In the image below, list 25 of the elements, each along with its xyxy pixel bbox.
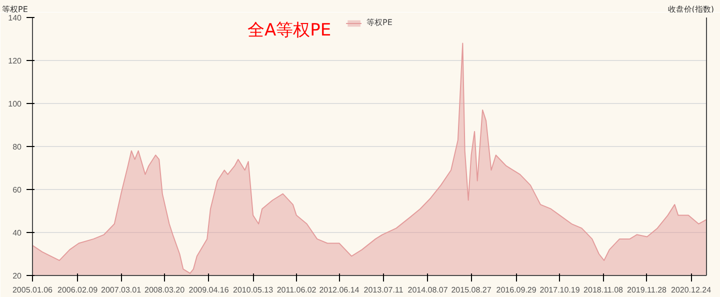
y-tick-label: 20 bbox=[12, 272, 22, 280]
legend-label: 等权PE bbox=[366, 17, 392, 28]
x-tick-label: 2006.02.09 bbox=[58, 286, 98, 294]
x-tick-label: 2013.07.11 bbox=[364, 286, 404, 294]
x-tick-label: 2010.05.13 bbox=[233, 286, 274, 294]
x-tick-label: 2015.08.27 bbox=[451, 286, 492, 294]
x-tick-label: 2020.12.24 bbox=[671, 286, 712, 294]
x-tick-label: 2012.06.14 bbox=[319, 286, 360, 294]
x-tick-label: 2014.08.07 bbox=[408, 286, 448, 294]
x-tick-label: 2018.11.08 bbox=[584, 286, 624, 294]
x-tick-label: 2007.03.01 bbox=[101, 286, 142, 294]
y-tick-label: 80 bbox=[12, 142, 22, 152]
y-tick-label: 140 bbox=[8, 14, 22, 22]
chart-title: 全A等权PE bbox=[248, 20, 332, 40]
x-tick-label: 2008.03.20 bbox=[144, 286, 186, 294]
x-tick-label: 2019.11.28 bbox=[627, 286, 668, 294]
x-tick-label: 2005.01.06 bbox=[12, 286, 54, 294]
y-tick-label: 100 bbox=[8, 100, 22, 108]
y-tick-label: 60 bbox=[12, 186, 22, 194]
x-tick-label: 2011.06.02 bbox=[276, 286, 317, 294]
x-tick-label: 2017.10.19 bbox=[540, 286, 580, 294]
y-tick-label: 120 bbox=[8, 56, 22, 66]
x-tick-label: 2009.04.16 bbox=[188, 286, 230, 294]
x-tick-label: 2016.09.29 bbox=[496, 286, 537, 294]
y-tick-label: 40 bbox=[12, 228, 22, 238]
